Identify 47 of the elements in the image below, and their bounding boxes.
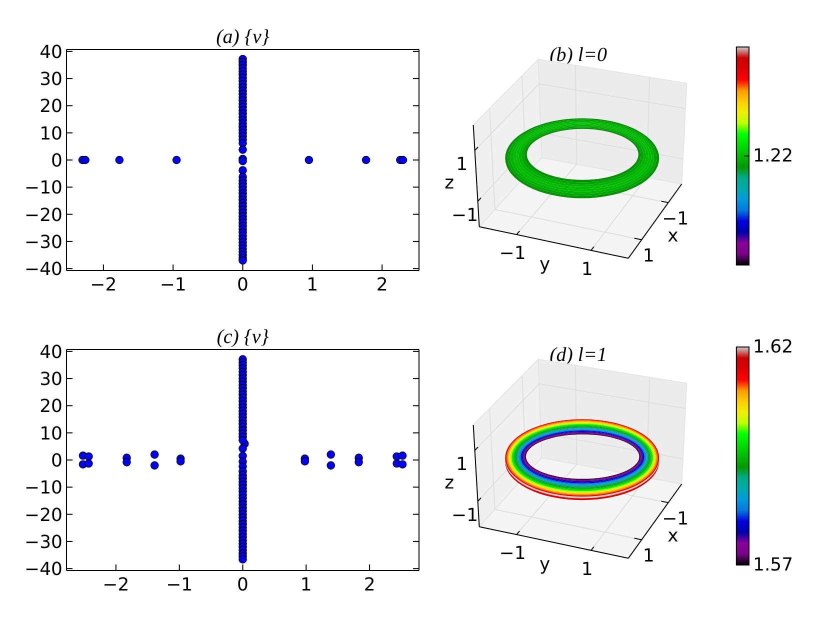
text: 1 bbox=[456, 454, 468, 475]
y-tick-label: 20 bbox=[40, 96, 62, 118]
text: −1 bbox=[499, 543, 526, 564]
x-tick-label: 1 bbox=[306, 274, 318, 296]
text: y bbox=[539, 554, 550, 575]
x-tick-label: 1 bbox=[300, 574, 312, 596]
y-tick-label: 10 bbox=[40, 423, 62, 444]
y-tick-label: −30 bbox=[24, 232, 62, 253]
text: y bbox=[539, 254, 550, 275]
text: 1 bbox=[642, 246, 654, 267]
y-tick-label: −20 bbox=[24, 504, 62, 526]
y-tick-label: −30 bbox=[24, 532, 62, 553]
y-tick-label: 30 bbox=[40, 369, 62, 390]
y-tick-label: 40 bbox=[40, 342, 62, 363]
y-tick-label: 40 bbox=[40, 42, 62, 63]
y-tick-label: 10 bbox=[40, 123, 62, 144]
text: −1 bbox=[499, 243, 526, 264]
text: −1 bbox=[452, 504, 478, 526]
y-tick-label: −10 bbox=[24, 178, 62, 199]
text: z bbox=[444, 472, 454, 494]
x-tick-label: −1 bbox=[166, 574, 193, 596]
y-tick-label: −40 bbox=[24, 259, 62, 280]
x-tick-label: 0 bbox=[237, 574, 248, 596]
x-tick-label: −2 bbox=[90, 274, 117, 296]
text: −1 bbox=[452, 204, 478, 226]
y-tick-label: 30 bbox=[40, 69, 62, 90]
text: z bbox=[444, 172, 454, 194]
y-tick-label: 20 bbox=[40, 396, 62, 418]
y-tick-label: −20 bbox=[24, 204, 62, 226]
text: 1.62 bbox=[753, 336, 794, 358]
text: 1 bbox=[581, 258, 593, 280]
x-tick-label: −2 bbox=[102, 574, 130, 596]
x-tick-label: 0 bbox=[237, 274, 248, 296]
text: 1.57 bbox=[753, 554, 794, 576]
text: 1 bbox=[642, 546, 654, 567]
x-tick-label: 2 bbox=[364, 574, 376, 596]
y-tick-label: 0 bbox=[51, 150, 62, 172]
text: 1.22 bbox=[753, 146, 794, 166]
chart-title: (a) {ν} bbox=[216, 25, 270, 50]
x-tick-label: −1 bbox=[160, 274, 186, 296]
x-tick-label: 2 bbox=[376, 274, 388, 296]
text: 1 bbox=[456, 154, 468, 175]
y-tick-label: −40 bbox=[24, 559, 62, 580]
y-tick-label: −10 bbox=[24, 478, 62, 499]
chart-title: (c) {ν} bbox=[216, 325, 269, 350]
text: 1 bbox=[581, 558, 593, 580]
y-tick-label: 0 bbox=[51, 450, 62, 472]
